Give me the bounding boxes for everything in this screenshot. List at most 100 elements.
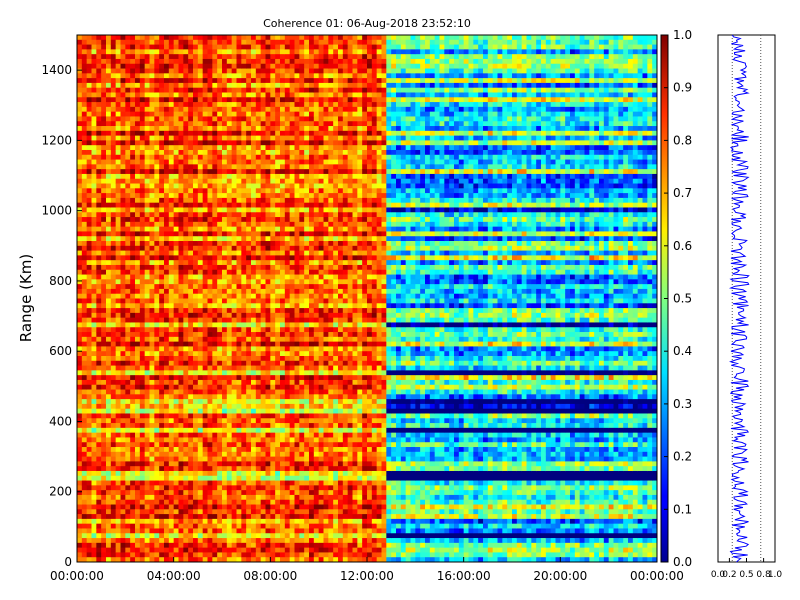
heatmap-cell: [183, 274, 189, 280]
heatmap-cell: [91, 518, 97, 525]
heatmap-cell: [86, 346, 92, 352]
heatmap-cell: [101, 461, 107, 467]
heatmap-cell: [212, 499, 218, 505]
heatmap-cell: [260, 44, 266, 50]
heatmap-cell: [149, 375, 155, 381]
heatmap-cell: [289, 547, 295, 553]
heatmap-cell: [275, 538, 281, 544]
heatmap-cell: [115, 145, 121, 151]
heatmap-cell: [197, 102, 204, 108]
heatmap-cell: [106, 351, 112, 357]
heatmap-cell: [178, 193, 184, 199]
heatmap-cell: [222, 116, 228, 122]
heatmap-cell: [81, 236, 88, 242]
heatmap-cell: [270, 514, 276, 520]
heatmap-cell: [275, 547, 281, 553]
heatmap-cell: [164, 39, 170, 45]
heatmap-cell: [81, 78, 88, 84]
heatmap-cell: [294, 212, 300, 218]
heatmap-cell: [115, 538, 121, 544]
heatmap-cell: [217, 447, 223, 453]
heatmap-cell: [168, 490, 175, 496]
heatmap-cell: [280, 121, 286, 127]
heatmap-cell: [236, 327, 242, 333]
heatmap-cell: [135, 231, 141, 237]
heatmap-cell: [226, 547, 233, 553]
heatmap-cell: [173, 557, 179, 563]
heatmap-cell: [226, 173, 233, 180]
heatmap-cell: [135, 293, 141, 299]
heatmap-cell: [251, 379, 257, 386]
heatmap-cell: [154, 490, 160, 496]
heatmap-cell: [173, 135, 179, 141]
heatmap-cell: [193, 557, 199, 563]
heatmap-cell: [226, 533, 233, 539]
heatmap-cell: [164, 308, 170, 314]
heatmap-cell: [96, 427, 102, 434]
heatmap-cell: [164, 82, 170, 89]
heatmap-cell: [275, 355, 281, 362]
heatmap-cell: [217, 106, 223, 113]
heatmap-cell: [130, 298, 136, 304]
heatmap-cell: [159, 178, 165, 184]
heatmap-cell: [86, 92, 92, 98]
heatmap-cell: [110, 193, 117, 199]
heatmap-cell: [183, 384, 189, 390]
heatmap-cell: [222, 154, 228, 160]
heatmap-cell: [270, 49, 276, 55]
heatmap-cell: [86, 375, 92, 381]
heatmap-cell: [236, 423, 242, 429]
heatmap-cell: [154, 327, 160, 333]
heatmap-cell: [202, 360, 208, 366]
heatmap-cell: [91, 241, 97, 247]
heatmap-cell: [289, 312, 295, 319]
heatmap-cell: [81, 102, 88, 108]
heatmap-cell: [275, 346, 281, 352]
heatmap-cell: [231, 241, 237, 247]
heatmap-cell: [294, 135, 300, 141]
heatmap-cell: [130, 140, 136, 146]
heatmap-cell: [154, 212, 160, 218]
heatmap-cell: [202, 341, 208, 347]
heatmap-cell: [202, 264, 208, 271]
heatmap-cell: [284, 399, 291, 405]
heatmap-cell: [135, 54, 141, 60]
heatmap-cell: [91, 327, 97, 333]
heatmap-cell: [275, 408, 281, 414]
heatmap-cell: [139, 102, 146, 108]
heatmap-cell: [255, 466, 262, 472]
heatmap-cell: [217, 514, 223, 520]
heatmap-cell: [193, 528, 199, 534]
heatmap-cell: [144, 466, 150, 472]
heatmap-cell: [226, 504, 233, 510]
heatmap-cell: [125, 322, 131, 328]
heatmap-cell: [188, 312, 194, 319]
heatmap-cell: [212, 447, 218, 453]
heatmap-cell: [236, 360, 242, 366]
heatmap-cell: [226, 126, 233, 132]
heatmap-cell: [246, 255, 252, 261]
heatmap-cell: [289, 509, 295, 515]
heatmap-cell: [284, 212, 291, 218]
heatmap-cell: [207, 528, 213, 534]
heatmap-cell: [251, 82, 257, 89]
heatmap-cell: [164, 293, 170, 299]
heatmap-cell: [135, 173, 141, 180]
heatmap-cell: [236, 485, 242, 491]
heatmap-cell: [130, 284, 136, 290]
heatmap-cell: [255, 552, 262, 558]
heatmap-cell: [265, 73, 271, 79]
heatmap-cell: [86, 197, 92, 204]
heatmap-cell: [154, 466, 160, 472]
heatmap-cell: [217, 58, 223, 65]
heatmap-cell: [91, 269, 97, 275]
heatmap-cell: [275, 437, 281, 443]
heatmap-cell: [207, 212, 213, 218]
heatmap-cell: [280, 557, 286, 563]
heatmap-cell: [246, 332, 252, 338]
heatmap-cell: [260, 231, 266, 237]
heatmap-cell: [115, 245, 121, 251]
heatmap-cell: [193, 145, 199, 151]
heatmap-cell: [91, 442, 97, 448]
heatmap-cell: [197, 169, 204, 175]
